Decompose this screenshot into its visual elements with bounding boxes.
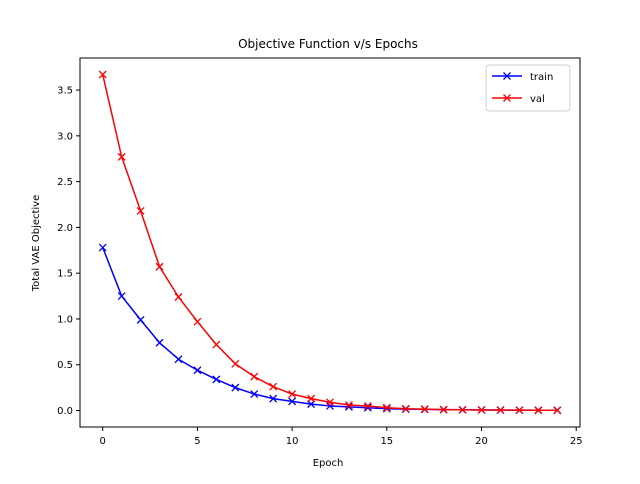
- data-point-val: [250, 372, 259, 381]
- chart-title: Objective Function v/s Epochs: [238, 37, 418, 51]
- data-point-val: [363, 401, 372, 410]
- data-point-train: [136, 315, 145, 324]
- data-point-val: [458, 405, 467, 414]
- x-tick-label: 5: [194, 436, 200, 447]
- data-point-val: [477, 406, 486, 414]
- data-point-val: [193, 317, 202, 326]
- y-tick-label: 0.0: [57, 406, 73, 417]
- y-axis-label: Total VAE Objective: [31, 195, 42, 293]
- y-tick-label: 3.0: [57, 131, 73, 142]
- data-point-val: [496, 406, 505, 415]
- data-point-val: [117, 152, 126, 161]
- data-point-val: [269, 382, 278, 391]
- data-point-val: [420, 405, 429, 414]
- data-point-train: [155, 338, 164, 347]
- data-point-train: [117, 292, 126, 301]
- x-tick-label: 25: [570, 436, 583, 447]
- x-tick-label: 10: [286, 436, 299, 447]
- legend-train-label: train: [530, 72, 553, 83]
- plot-area: [80, 58, 580, 427]
- data-point-train: [174, 355, 183, 364]
- data-point-val: [326, 398, 334, 407]
- data-point-train: [250, 390, 259, 398]
- x-axis-label: Epoch: [313, 458, 344, 469]
- legend: train val: [485, 64, 571, 112]
- data-point-train: [212, 375, 221, 384]
- plot-frame: [79, 57, 581, 428]
- x-tick-label: 15: [380, 436, 393, 447]
- data-point-val: [307, 394, 316, 403]
- y-tick-label: 3.5: [57, 86, 73, 97]
- data-point-train: [231, 383, 240, 392]
- data-point-train: [326, 401, 334, 410]
- y-tick-label: 1.0: [57, 314, 73, 325]
- legend-val-marker: [503, 94, 511, 102]
- legend-box: [485, 64, 571, 112]
- data-point-val: [344, 401, 353, 409]
- data-point-train: [193, 366, 202, 375]
- y-tick-label: 2.0: [57, 223, 73, 234]
- data-point-val: [174, 293, 183, 301]
- legend-val-label: val: [530, 94, 545, 105]
- data-point-val: [155, 262, 164, 271]
- x-tick-label: 0: [100, 436, 106, 447]
- legend-train-marker: [503, 72, 511, 80]
- data-point-train: [98, 243, 107, 252]
- data-point-val: [382, 403, 391, 412]
- data-point-val: [553, 406, 562, 415]
- data-point-val: [534, 406, 543, 415]
- x-tick-label: 20: [475, 436, 488, 447]
- data-point-train: [288, 397, 297, 406]
- data-point-val: [136, 206, 145, 215]
- data-point-val: [231, 359, 240, 368]
- y-tick-label: 1.5: [57, 269, 73, 280]
- data-point-val: [288, 390, 297, 398]
- data-point-val: [401, 404, 410, 413]
- y-tick-label: 0.5: [57, 360, 73, 371]
- data-point-train: [269, 394, 278, 403]
- series-layer: [98, 70, 562, 415]
- data-point-val: [515, 406, 524, 415]
- data-point-val: [439, 405, 448, 414]
- y-tick-label: 2.5: [57, 177, 73, 188]
- data-point-val: [98, 70, 107, 79]
- data-point-val: [212, 340, 221, 349]
- ticks-layer: 0 5 10 15 20 25 0.0 0.5 1.0 1.5 2.0 2.5 3.0 3.5: [57, 86, 582, 447]
